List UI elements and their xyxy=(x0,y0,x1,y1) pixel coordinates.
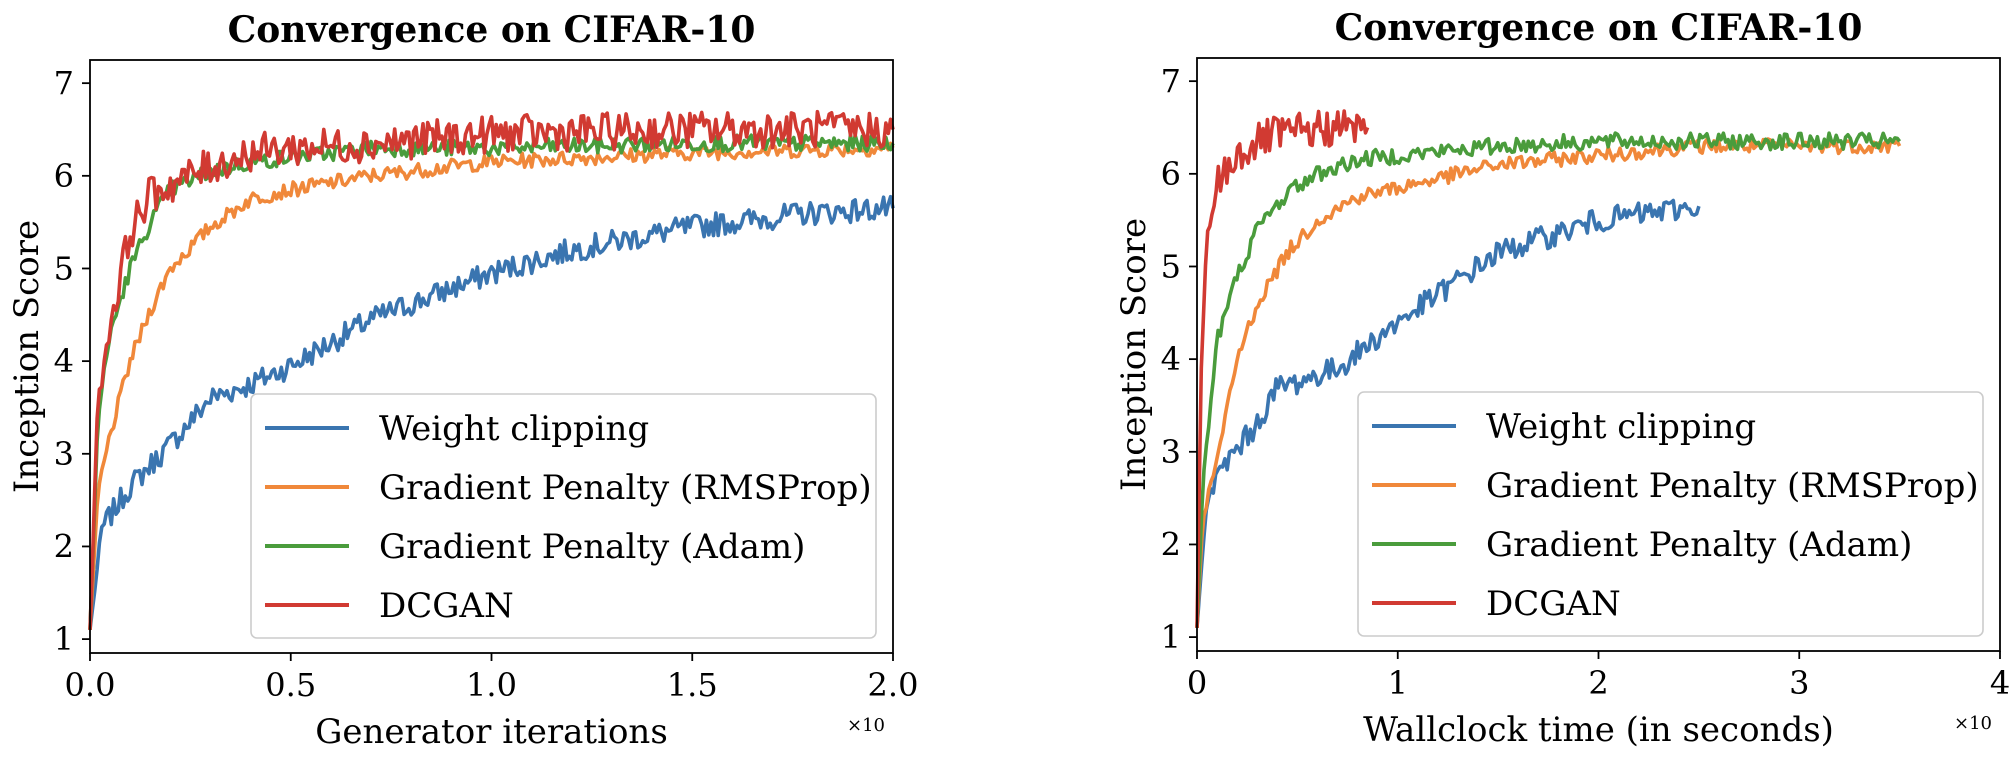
legend-label: Weight clipping xyxy=(379,409,649,449)
legend-box xyxy=(250,393,877,639)
x-tick-label: 2.0 xyxy=(868,666,919,704)
y-tick-label: 6 xyxy=(1161,155,1181,193)
x-tick-label: 1.0 xyxy=(466,666,517,704)
legend-label: Weight clipping xyxy=(1486,407,1756,447)
series-line xyxy=(1195,109,1370,628)
legend-label: Gradient Penalty (Adam) xyxy=(379,527,805,567)
y-tick-label: 2 xyxy=(54,527,74,565)
x-tick-label: 3 xyxy=(1789,664,1809,702)
legend-label: Gradient Penalty (RMSProp) xyxy=(1486,466,1979,506)
chart-1: Convergence on CIFAR-10 0.0 0.5 1.0 1.5 2.0 1 2… xyxy=(7,9,918,752)
legend: Weight clipping Gradient Penalty (RMSProp… xyxy=(250,393,877,639)
y-tick-label: 7 xyxy=(54,64,74,102)
y-tick-label: 5 xyxy=(1161,247,1181,285)
y-tick-label: 1 xyxy=(1161,618,1181,656)
y-tick-label: 3 xyxy=(54,435,74,473)
x-tick-label: 4 xyxy=(1990,664,2010,702)
y-tick-label: 1 xyxy=(54,620,74,658)
y-tick-label: 4 xyxy=(54,342,74,380)
y-axis-label: Inception Score xyxy=(7,220,47,493)
series-line xyxy=(88,194,895,631)
x-axis-multiplier: ×10 xyxy=(1954,713,1992,734)
x-axis-label: Wallclock time (in seconds) xyxy=(1363,710,1834,750)
chart-2: Convergence on CIFAR-100 1 2 3 41234567Wallc… xyxy=(1114,7,2010,750)
legend-label: Gradient Penalty (RMSProp) xyxy=(379,468,872,508)
legend-label: Gradient Penalty (Adam) xyxy=(1486,525,1912,565)
legend-label: DCGAN xyxy=(379,586,514,626)
y-tick-label: 6 xyxy=(54,157,74,195)
legend-box xyxy=(1357,391,1984,637)
y-tick-label: 5 xyxy=(54,249,74,287)
y-tick-label: 3 xyxy=(1161,433,1181,471)
x-tick-label: 0 xyxy=(1187,664,1207,702)
x-axis-label: Generator iterations xyxy=(315,712,668,752)
x-axis-multiplier: ×10 xyxy=(847,715,885,736)
y-axis-label: Inception Score xyxy=(1114,218,1154,491)
series-line xyxy=(88,141,895,630)
series-line xyxy=(1195,198,1701,628)
legend: Weight clipping Gradient Penalty (RMSProp… xyxy=(1357,391,1984,637)
x-tick-label: 1.5 xyxy=(667,666,718,704)
legend-label: DCGAN xyxy=(1486,584,1621,624)
x-tick-label: 2 xyxy=(1588,664,1608,702)
y-tick-label: 4 xyxy=(1161,340,1181,378)
chart-title: Convergence on CIFAR-10 xyxy=(228,9,756,51)
x-tick-label: 0.5 xyxy=(265,666,316,704)
chart-title: Convergence on CIFAR-10 xyxy=(1335,7,1863,49)
series-line xyxy=(88,109,895,630)
y-tick-label: 7 xyxy=(1161,62,1181,100)
y-tick-label: 2 xyxy=(1161,525,1181,563)
x-tick-label: 0.0 xyxy=(65,666,116,704)
x-tick-label: 1 xyxy=(1388,664,1408,702)
series-line xyxy=(1195,131,1902,628)
